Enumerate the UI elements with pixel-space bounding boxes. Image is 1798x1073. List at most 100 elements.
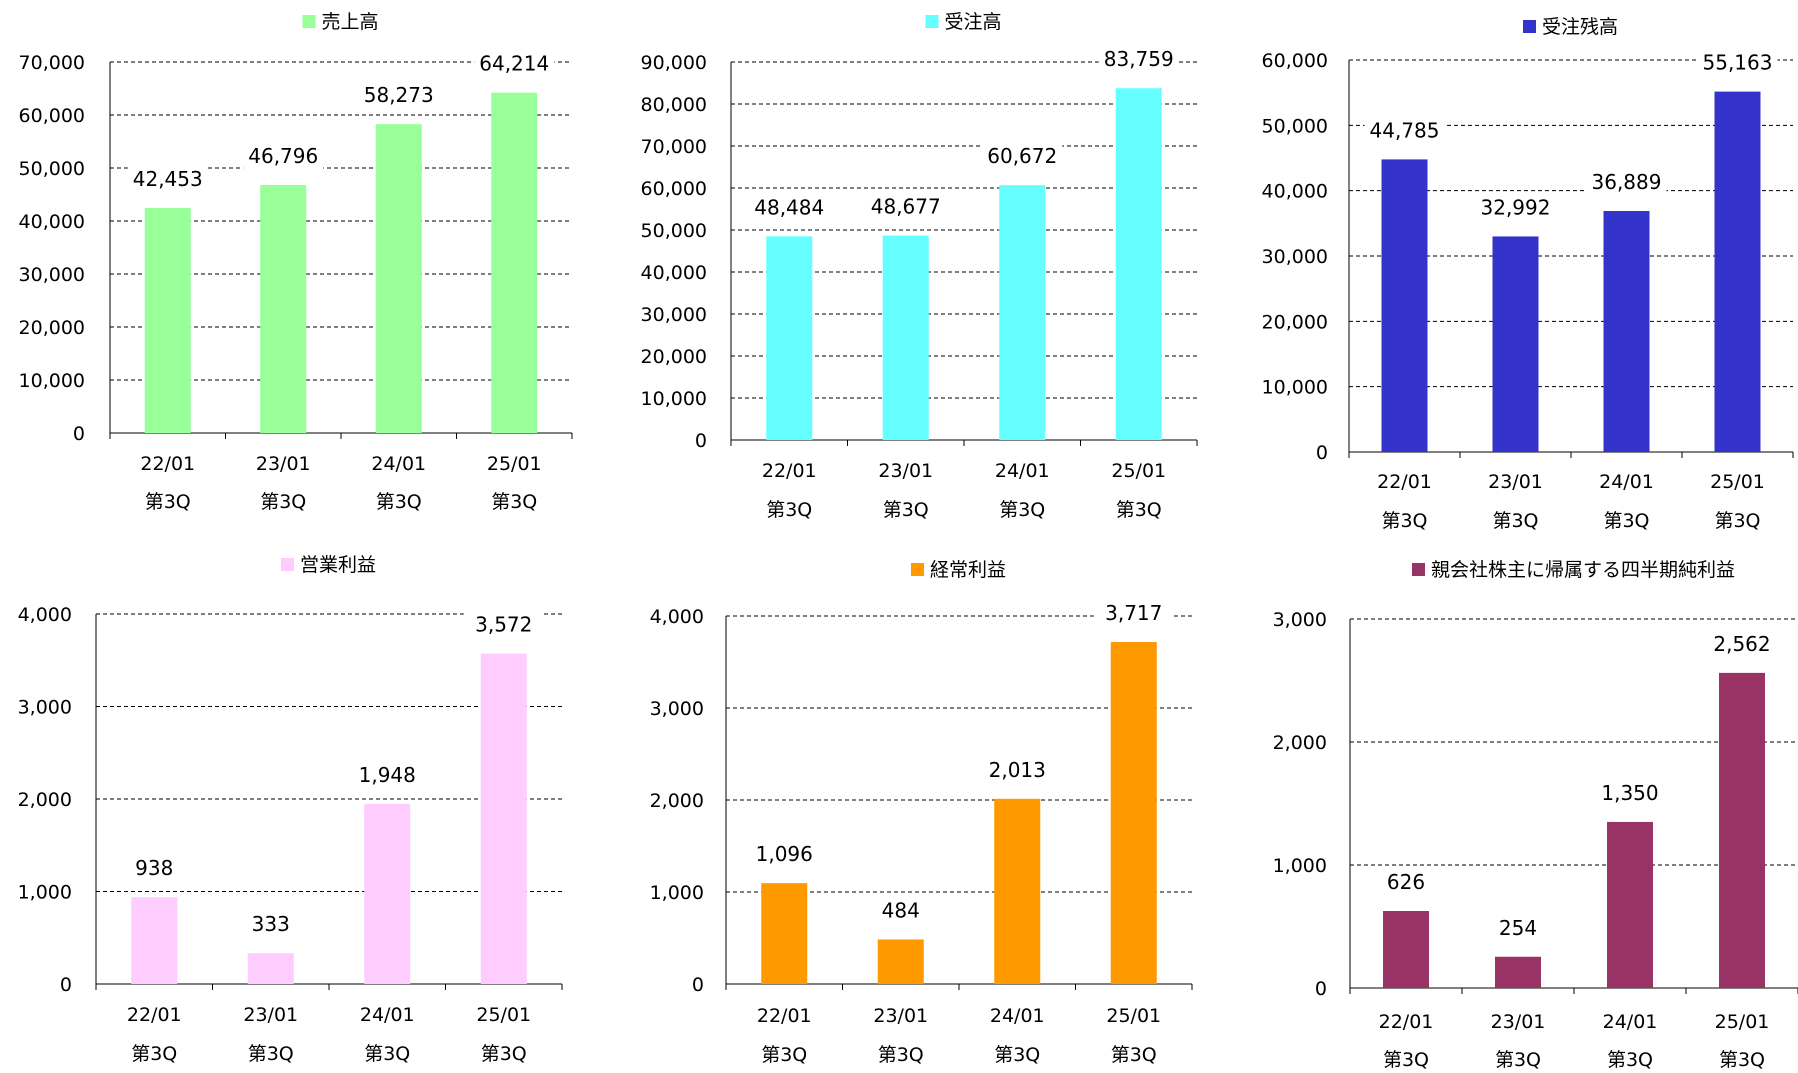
y-tick-label: 3,000: [1273, 609, 1327, 631]
x-tick-sublabel: 第3Q: [1383, 1049, 1429, 1071]
x-tick-label: 25/01: [476, 1004, 531, 1026]
x-tick-sublabel: 第3Q: [1607, 1049, 1653, 1071]
x-tick-sublabel: 第3Q: [145, 491, 191, 513]
bar: [1607, 821, 1653, 988]
x-tick-sublabel: 第3Q: [131, 1043, 177, 1065]
y-tick-label: 20,000: [1262, 311, 1328, 333]
bar: [1492, 236, 1539, 452]
y-tick-label: 60,000: [19, 105, 85, 127]
bar: [247, 953, 294, 984]
x-tick-sublabel: 第3Q: [994, 1044, 1040, 1066]
bar: [994, 798, 1041, 984]
legend-swatch: [910, 563, 924, 576]
y-tick-label: 30,000: [19, 264, 85, 286]
y-tick-label: 0: [695, 430, 707, 452]
y-tick-label: 4,000: [18, 604, 72, 626]
data-label-background: [1590, 780, 1670, 807]
data-label-background: [243, 143, 324, 170]
bar: [1495, 956, 1541, 988]
x-tick-sublabel: 第3Q: [883, 499, 929, 521]
y-tick-label: 0: [692, 974, 704, 996]
x-tick-label: 23/01: [873, 1005, 928, 1027]
data-label-background: [1586, 169, 1667, 196]
chart-1: 0 10,000 20,000 30,000 40,000 50,000 60,000 70,…: [19, 11, 573, 513]
y-tick-label: 40,000: [641, 262, 707, 284]
y-tick-label: 10,000: [19, 370, 85, 392]
legend-swatch: [280, 558, 294, 571]
data-label: 2,562: [1713, 632, 1770, 656]
data-label: 83,759: [1104, 47, 1174, 71]
data-label-background: [744, 842, 825, 869]
x-tick-label: 24/01: [360, 1004, 415, 1026]
x-tick-sublabel: 第3Q: [1714, 510, 1760, 532]
x-tick-sublabel: 第3Q: [766, 499, 812, 521]
data-label: 484: [882, 898, 920, 922]
x-tick-label: 24/01: [1603, 1011, 1658, 1033]
y-tick-label: 30,000: [1262, 246, 1328, 268]
legend: 売上高: [302, 11, 379, 33]
legend: 受注残高: [1522, 16, 1618, 38]
y-tick-label: 2,000: [650, 790, 704, 812]
bar: [260, 184, 307, 433]
x-tick-label: 24/01: [995, 460, 1050, 482]
y-tick-label: 10,000: [1262, 377, 1328, 399]
legend-label: 受注高: [944, 11, 1001, 33]
x-tick-label: 25/01: [487, 453, 542, 475]
x-tick-label: 23/01: [256, 453, 311, 475]
y-tick-label: 50,000: [19, 158, 85, 180]
x-tick-label: 22/01: [1377, 471, 1432, 493]
y-tick-label: 3,000: [18, 697, 72, 719]
data-label-background: [1093, 601, 1174, 628]
x-tick-sublabel: 第3Q: [376, 491, 422, 513]
x-tick-label: 24/01: [990, 1005, 1045, 1027]
data-label-background: [127, 166, 208, 193]
data-label: 44,785: [1370, 118, 1440, 142]
data-label: 938: [135, 856, 173, 880]
data-label-background: [860, 898, 941, 925]
x-tick-sublabel: 第3Q: [1495, 1049, 1541, 1071]
x-tick-label: 25/01: [1111, 460, 1166, 482]
bar: [761, 883, 808, 984]
x-tick-label: 22/01: [1379, 1011, 1434, 1033]
chart-3: 0 10,000 20,000 30,000 40,000 50,000 60,000 44,…: [1262, 16, 1794, 532]
y-tick-label: 40,000: [1262, 181, 1328, 203]
x-tick-label: 24/01: [1599, 471, 1654, 493]
y-tick-label: 20,000: [641, 346, 707, 368]
x-tick-sublabel: 第3Q: [1116, 499, 1162, 521]
y-tick-label: 90,000: [641, 52, 707, 74]
y-tick-label: 0: [1315, 978, 1327, 1000]
x-tick-label: 25/01: [1710, 471, 1765, 493]
legend-label: 親会社株主に帰属する四半期純利益: [1431, 559, 1735, 581]
legend-swatch: [1411, 563, 1425, 576]
x-tick-sublabel: 第3Q: [1719, 1049, 1765, 1071]
legend: 親会社株主に帰属する四半期純利益: [1411, 559, 1735, 581]
data-label: 1,096: [756, 842, 813, 866]
legend: 経常利益: [910, 559, 1006, 581]
data-label: 254: [1499, 916, 1537, 940]
legend-label: 営業利益: [300, 554, 376, 576]
x-tick-label: 22/01: [140, 453, 195, 475]
data-label: 32,992: [1481, 195, 1551, 219]
data-label-background: [1702, 631, 1782, 658]
y-tick-label: 30,000: [641, 304, 707, 326]
x-tick-sublabel: 第3Q: [1111, 1044, 1157, 1066]
data-label-background: [1475, 195, 1556, 222]
y-tick-label: 2,000: [18, 789, 72, 811]
y-tick-label: 60,000: [1262, 50, 1328, 72]
y-tick-label: 70,000: [19, 52, 85, 74]
chart-2: 0 10,000 20,000 30,000 40,000 50,000 60,000 70,…: [641, 11, 1198, 521]
data-label: 1,350: [1601, 781, 1658, 805]
chart-5: 0 1,000 2,000 3,000 4,000 1,096 22/01 第3Q 484 23/…: [650, 559, 1193, 1066]
bar: [766, 236, 813, 440]
data-label-background: [1366, 870, 1446, 897]
y-tick-label: 3,000: [650, 698, 704, 720]
data-label: 60,672: [987, 144, 1057, 168]
data-label: 64,214: [479, 52, 549, 76]
data-label: 42,453: [133, 167, 203, 191]
legend: 受注高: [925, 11, 1002, 33]
y-tick-label: 4,000: [650, 606, 704, 628]
data-label: 1,948: [359, 763, 416, 787]
x-tick-label: 22/01: [762, 460, 817, 482]
legend-swatch: [1522, 20, 1536, 33]
data-label-background: [1697, 50, 1778, 77]
